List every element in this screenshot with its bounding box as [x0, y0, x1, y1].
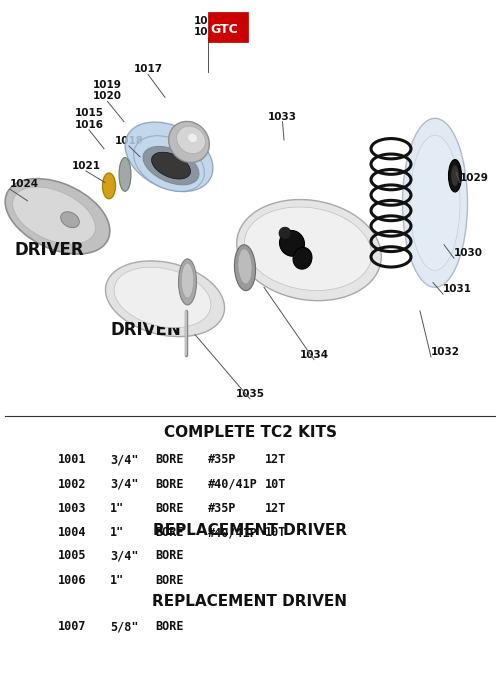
Text: 1024: 1024: [10, 179, 39, 189]
Ellipse shape: [279, 227, 291, 239]
Ellipse shape: [238, 249, 252, 284]
Text: BORE: BORE: [155, 549, 184, 562]
Text: 1006: 1006: [58, 573, 86, 587]
Text: 1": 1": [110, 573, 124, 587]
Text: 1017: 1017: [134, 64, 162, 74]
Ellipse shape: [168, 122, 209, 162]
Ellipse shape: [448, 160, 462, 192]
Text: BORE: BORE: [155, 502, 184, 515]
Ellipse shape: [234, 245, 256, 291]
Text: BORE: BORE: [155, 477, 184, 491]
Text: DRIVER: DRIVER: [14, 241, 84, 259]
Ellipse shape: [5, 178, 110, 254]
Text: 1005: 1005: [58, 549, 86, 562]
Text: GTC: GTC: [210, 23, 238, 37]
Text: 1": 1": [110, 526, 124, 539]
Ellipse shape: [106, 261, 224, 337]
Text: REPLACEMENT DRIVER: REPLACEMENT DRIVER: [153, 523, 347, 538]
Text: 1029: 1029: [460, 172, 489, 183]
Text: 1021: 1021: [72, 161, 101, 171]
Ellipse shape: [178, 259, 196, 305]
Ellipse shape: [451, 165, 459, 187]
Ellipse shape: [12, 187, 96, 244]
Ellipse shape: [119, 158, 131, 191]
Text: 10T: 10T: [265, 477, 286, 491]
Text: 1035: 1035: [236, 389, 264, 399]
Text: 1": 1": [110, 502, 124, 515]
Text: 1004: 1004: [58, 526, 86, 539]
Ellipse shape: [410, 135, 460, 270]
Text: 1003: 1003: [58, 502, 86, 515]
Ellipse shape: [114, 267, 211, 328]
Text: COMPLETE TC2 KITS: COMPLETE TC2 KITS: [164, 425, 336, 440]
Text: 1015
1016: 1015 1016: [74, 108, 104, 130]
Ellipse shape: [181, 263, 194, 298]
Text: 1007: 1007: [58, 620, 86, 633]
Text: 1032: 1032: [431, 347, 460, 357]
Ellipse shape: [102, 173, 116, 199]
Text: 1019
1020: 1019 1020: [93, 80, 122, 101]
Text: 3/4": 3/4": [110, 477, 138, 491]
Text: BORE: BORE: [155, 526, 184, 539]
Text: 10T: 10T: [265, 526, 286, 539]
Ellipse shape: [60, 212, 80, 228]
Text: 1030: 1030: [454, 248, 483, 258]
Text: 3/4": 3/4": [110, 453, 138, 466]
Text: #40/41P: #40/41P: [208, 477, 258, 491]
Ellipse shape: [152, 152, 190, 179]
Text: 1031: 1031: [443, 284, 472, 294]
Ellipse shape: [244, 207, 372, 291]
Ellipse shape: [125, 122, 213, 191]
Text: REPLACEMENT DRIVEN: REPLACEMENT DRIVEN: [152, 594, 348, 609]
Text: 3/4": 3/4": [110, 549, 138, 562]
Text: 1013
1014: 1013 1014: [194, 16, 222, 37]
Text: 1001: 1001: [58, 453, 86, 466]
Ellipse shape: [176, 126, 206, 153]
Text: 12T: 12T: [265, 502, 286, 515]
Ellipse shape: [236, 199, 382, 301]
Text: 1018: 1018: [114, 136, 144, 146]
Text: BORE: BORE: [155, 573, 184, 587]
Text: #35P: #35P: [208, 502, 236, 515]
Ellipse shape: [402, 118, 468, 287]
Text: BORE: BORE: [155, 620, 184, 633]
Text: 1034: 1034: [300, 349, 328, 360]
Text: 5/8": 5/8": [110, 620, 138, 633]
Text: DRIVEN: DRIVEN: [110, 321, 181, 339]
Text: 1002: 1002: [58, 477, 86, 491]
Ellipse shape: [188, 133, 198, 143]
Ellipse shape: [280, 231, 304, 256]
Text: #40/41P: #40/41P: [208, 526, 258, 539]
FancyBboxPatch shape: [208, 12, 248, 42]
Text: #35P: #35P: [208, 453, 236, 466]
Text: 1033: 1033: [268, 112, 297, 122]
Text: BORE: BORE: [155, 453, 184, 466]
Text: 12T: 12T: [265, 453, 286, 466]
Ellipse shape: [134, 136, 204, 191]
Ellipse shape: [143, 147, 199, 185]
Ellipse shape: [293, 247, 312, 269]
